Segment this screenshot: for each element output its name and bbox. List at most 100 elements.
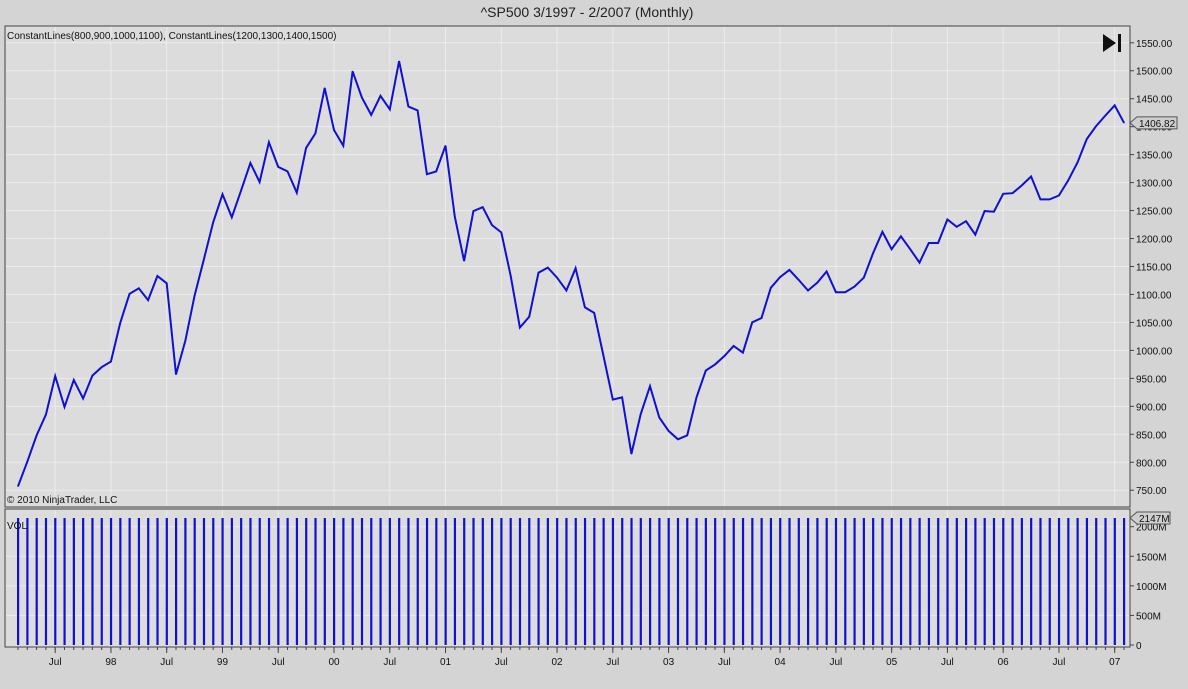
price-point bbox=[509, 274, 512, 277]
volume-bar bbox=[119, 518, 122, 645]
price-point bbox=[379, 95, 382, 97]
price-point bbox=[435, 170, 437, 173]
volume-bar bbox=[909, 518, 912, 645]
volume-bar bbox=[258, 518, 261, 645]
price-point bbox=[770, 287, 772, 289]
volume-y-axis: 0 500M 1000M 1500M 2000M bbox=[1130, 523, 1167, 652]
volume-bar bbox=[435, 518, 438, 645]
volume-bar bbox=[872, 518, 875, 645]
price-point bbox=[733, 345, 735, 347]
price-point bbox=[370, 114, 372, 116]
price-point bbox=[63, 406, 66, 408]
volume-bar bbox=[890, 518, 893, 645]
price-point bbox=[686, 434, 688, 437]
price-point bbox=[128, 293, 131, 295]
price-point bbox=[788, 269, 791, 271]
volume-bar bbox=[82, 518, 85, 645]
volume-bar bbox=[35, 518, 38, 645]
price-point bbox=[221, 193, 224, 195]
price-point bbox=[537, 272, 540, 274]
volume-bar bbox=[63, 518, 66, 645]
price-point bbox=[667, 430, 670, 432]
x-tick-label: 07 bbox=[1109, 657, 1121, 668]
price-point bbox=[547, 267, 549, 269]
volume-bar bbox=[816, 518, 819, 645]
volume-bar bbox=[1030, 518, 1033, 645]
volume-bar bbox=[407, 518, 410, 645]
volume-bar bbox=[249, 518, 252, 645]
volume-bar bbox=[862, 518, 865, 645]
price-point bbox=[658, 416, 660, 419]
price-point bbox=[1086, 138, 1088, 140]
x-tick-label: Jul bbox=[941, 657, 954, 668]
price-point bbox=[482, 206, 484, 208]
volume-bar bbox=[667, 518, 670, 645]
skip-to-end-icon[interactable] bbox=[1103, 34, 1121, 52]
price-y-tick-label: 1250.00 bbox=[1136, 207, 1173, 218]
price-point bbox=[463, 260, 465, 262]
price-point bbox=[937, 242, 939, 244]
price-y-tick-label: 1000.00 bbox=[1136, 346, 1173, 357]
price-point bbox=[872, 252, 874, 254]
volume-bar bbox=[388, 518, 391, 645]
price-point bbox=[779, 276, 781, 278]
volume-bar bbox=[342, 518, 345, 645]
price-point bbox=[946, 218, 949, 221]
price-point bbox=[417, 109, 419, 112]
price-point bbox=[723, 355, 725, 357]
volume-bar bbox=[704, 518, 707, 645]
volume-bar bbox=[955, 518, 958, 645]
volume-bar bbox=[184, 518, 187, 645]
price-y-tick-label: 1200.00 bbox=[1136, 235, 1173, 246]
volume-bar bbox=[351, 518, 354, 645]
volume-bar bbox=[147, 518, 150, 645]
volume-bar bbox=[472, 518, 475, 645]
volume-bar bbox=[1039, 518, 1042, 645]
volume-bar bbox=[156, 518, 159, 645]
volume-bar bbox=[72, 518, 75, 645]
price-point bbox=[714, 363, 716, 365]
price-point bbox=[333, 129, 335, 131]
price-point bbox=[407, 105, 409, 108]
x-tick-label: Jul bbox=[383, 657, 396, 668]
x-tick-label: Jul bbox=[1053, 657, 1066, 668]
price-point bbox=[175, 373, 177, 376]
x-tick-label: Jul bbox=[160, 657, 173, 668]
price-point bbox=[351, 70, 354, 72]
price-point bbox=[1104, 114, 1107, 117]
price-points bbox=[17, 60, 1125, 487]
volume-bar bbox=[760, 518, 763, 645]
volume-bar bbox=[834, 518, 838, 645]
volume-bar bbox=[565, 518, 568, 645]
price-point bbox=[26, 461, 28, 463]
price-point bbox=[454, 216, 456, 218]
x-tick-label: 03 bbox=[663, 657, 675, 668]
volume-bar bbox=[825, 518, 828, 645]
volume-bar bbox=[425, 518, 429, 645]
x-tick-label: 05 bbox=[886, 657, 898, 668]
volume-bar bbox=[1020, 518, 1023, 645]
volume-bar bbox=[1057, 518, 1061, 645]
volume-bar bbox=[983, 518, 986, 645]
volume-bar bbox=[202, 518, 206, 645]
price-point bbox=[956, 226, 958, 228]
volume-bar bbox=[899, 518, 903, 645]
price-point bbox=[825, 270, 828, 273]
volume-bar bbox=[453, 518, 457, 645]
volume-bar bbox=[221, 518, 224, 645]
volume-y-tick-label: 1500M bbox=[1136, 552, 1167, 563]
price-y-tick-label: 1450.00 bbox=[1136, 95, 1173, 106]
volume-bar bbox=[518, 518, 522, 645]
price-y-tick-label: 800.00 bbox=[1136, 458, 1167, 469]
x-tick-label: 99 bbox=[217, 657, 229, 668]
volume-bar bbox=[965, 518, 968, 645]
volume-bar bbox=[807, 518, 810, 645]
chart-title: ^SP500 3/1997 - 2/2007 (Monthly) bbox=[481, 4, 694, 20]
volume-bar bbox=[1048, 518, 1051, 645]
price-y-tick-label: 900.00 bbox=[1136, 402, 1167, 413]
price-point bbox=[909, 248, 911, 250]
price-point bbox=[881, 231, 883, 233]
volume-bar bbox=[853, 518, 856, 645]
price-point bbox=[138, 287, 140, 289]
